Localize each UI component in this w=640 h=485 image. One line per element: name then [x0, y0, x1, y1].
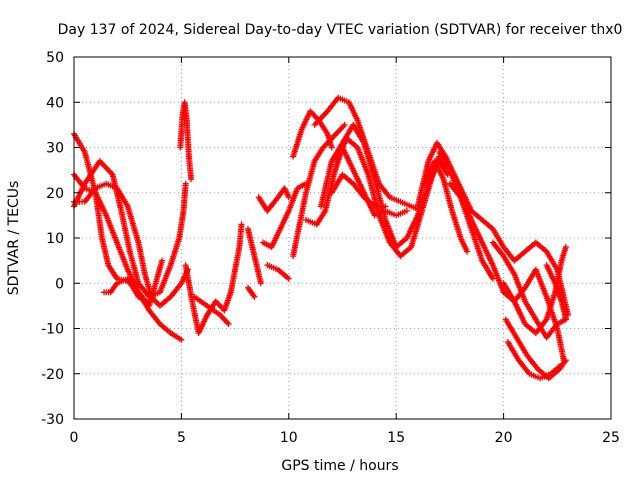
y-tick-label: 0 — [55, 276, 64, 292]
data-series-trace-8 — [191, 293, 232, 327]
y-tick-label: 50 — [46, 50, 64, 66]
y-tick-label: 20 — [46, 186, 64, 202]
data-point — [144, 298, 151, 305]
data-point — [182, 180, 189, 187]
data-series-trace-20 — [333, 135, 449, 260]
y-tick-label: 10 — [46, 231, 64, 247]
data-series-trace-5 — [101, 275, 151, 305]
data-point — [188, 176, 195, 183]
grid-lines — [74, 57, 611, 419]
y-tick-label: 40 — [46, 95, 64, 111]
y-tick-label: -10 — [41, 322, 64, 338]
chart-title: Day 137 of 2024, Sidereal Day-to-day VTE… — [58, 22, 623, 38]
y-tick-label: -20 — [41, 367, 64, 383]
data-point — [178, 336, 185, 343]
y-tick-label: -30 — [41, 412, 64, 428]
data-series-trace-10 — [244, 225, 264, 287]
data-point — [341, 121, 348, 128]
data-point — [225, 320, 232, 327]
x-tick-label: 15 — [387, 430, 405, 446]
data-point — [285, 275, 292, 282]
data-series-trace-26 — [500, 244, 569, 337]
data-series-trace-13 — [264, 262, 292, 282]
data-point — [285, 194, 292, 201]
data-series-trace-15 — [290, 108, 335, 160]
y-axis-label: SDTVAR / TECUs — [6, 181, 22, 296]
data-series-trace-24 — [446, 180, 496, 282]
data-marks — [71, 94, 572, 382]
x-tick-label: 5 — [177, 430, 186, 446]
x-tick-label: 20 — [495, 430, 513, 446]
data-point — [464, 248, 471, 255]
data-point — [257, 280, 264, 287]
data-point — [562, 244, 569, 251]
data-series-trace-9 — [244, 284, 258, 300]
x-tick-label: 10 — [280, 430, 298, 446]
data-point — [562, 357, 569, 364]
data-series-trace-25 — [489, 239, 569, 341]
data-series-trace-22 — [421, 158, 471, 255]
data-series-trace-6 — [177, 99, 195, 183]
axis-ticks: 0 5 10 15 20 25 -30 -20 -10 0 10 20 30 40 50 — [41, 50, 620, 446]
data-point — [562, 316, 569, 323]
data-series-trace-11 — [255, 185, 292, 214]
data-point — [251, 293, 258, 300]
data-series-trace-12 — [260, 180, 309, 251]
data-series-trace-4 — [71, 158, 189, 300]
data-point — [238, 221, 245, 228]
data-series-trace-7 — [182, 221, 245, 337]
data-series-trace-14 — [290, 121, 348, 260]
data-series-trace-29 — [543, 262, 569, 323]
x-tick-label: 0 — [70, 430, 79, 446]
y-tick-label: 30 — [46, 141, 64, 157]
data-series-trace-28 — [504, 339, 565, 382]
x-tick-label: 25 — [602, 430, 620, 446]
data-point — [159, 257, 166, 264]
data-point — [328, 144, 335, 151]
data-point — [558, 361, 565, 368]
data-point — [489, 275, 496, 282]
data-point — [403, 207, 410, 214]
x-axis-label: GPS time / hours — [281, 458, 398, 474]
